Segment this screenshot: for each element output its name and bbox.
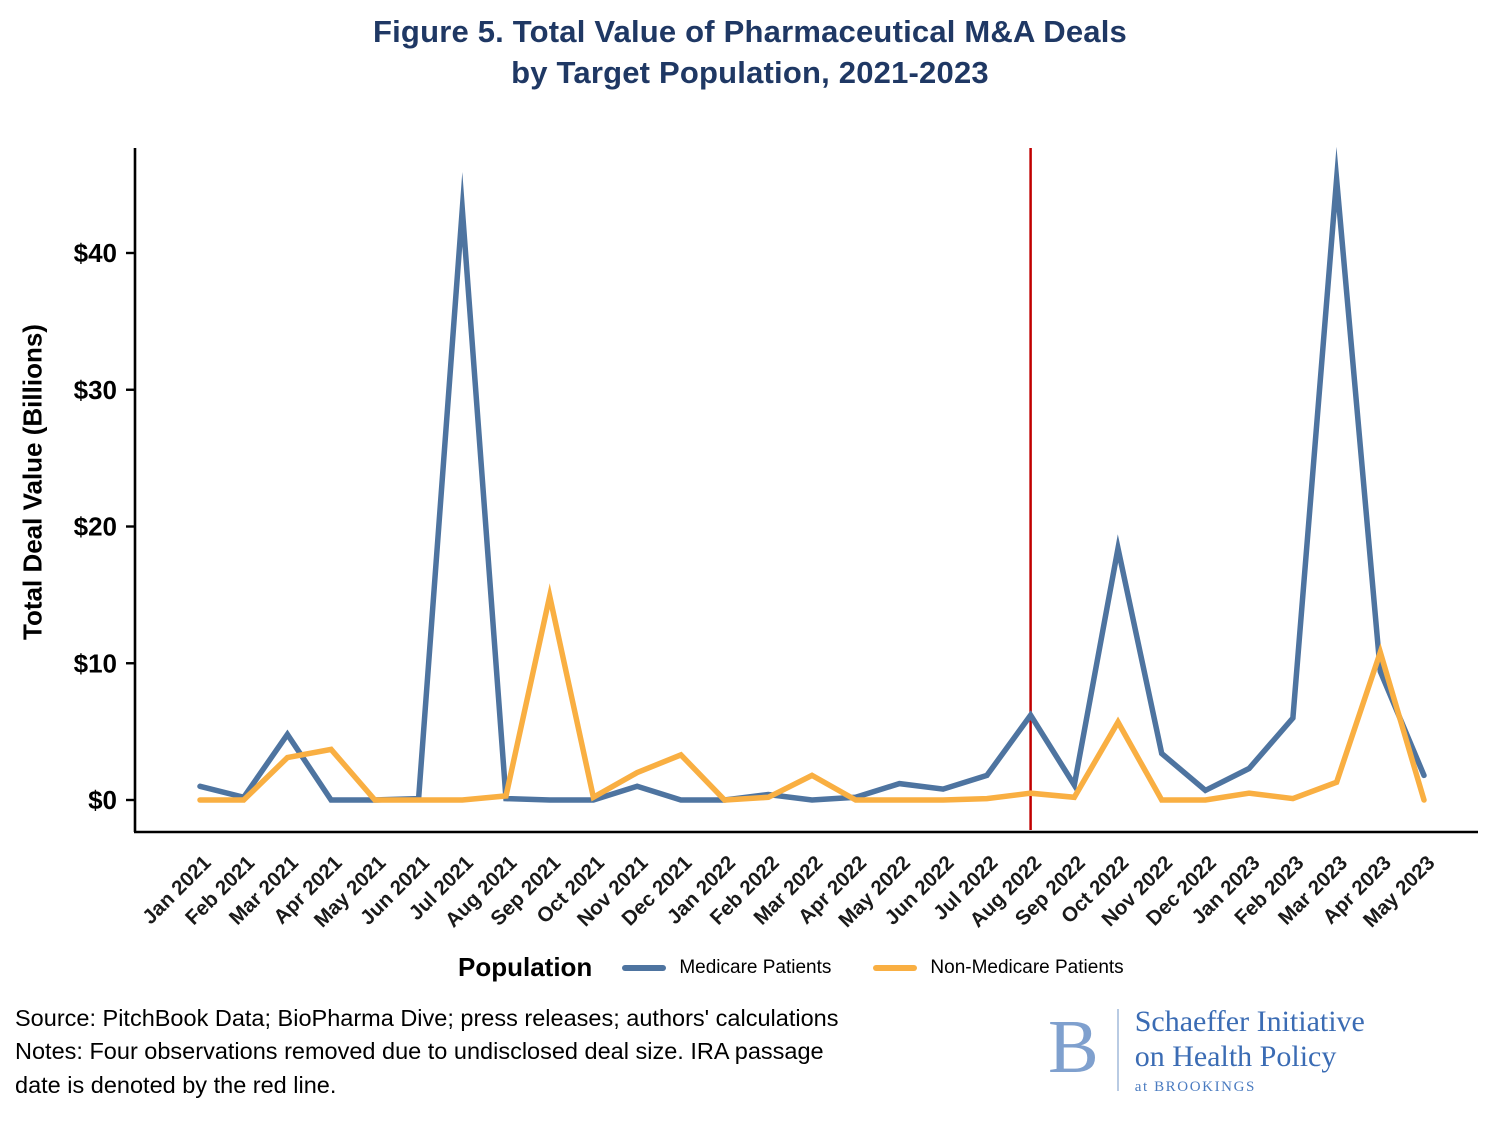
- series-line-medicare-patients: [197, 146, 1427, 803]
- legend: Population Medicare Patients Non-Medicar…: [458, 952, 1124, 983]
- chart-title: Figure 5. Total Value of Pharmaceutical …: [0, 12, 1500, 94]
- source-line: Source: PitchBook Data; BioPharma Dive; …: [15, 1005, 839, 1031]
- legend-item-non-medicare: Non-Medicare Patients: [873, 956, 1124, 979]
- y-tick-label: $10: [74, 648, 117, 678]
- logo-text: Schaeffer Initiative on Health Policy at…: [1135, 1004, 1365, 1096]
- legend-item-medicare: Medicare Patients: [622, 957, 831, 979]
- chart-title-line2: by Target Population, 2021-2023: [511, 54, 989, 90]
- logo-subtitle: at BROOKINGS: [1134, 1079, 1256, 1096]
- logo-divider: [1116, 1009, 1119, 1092]
- notes-line-2: date is denoted by the red line.: [15, 1071, 337, 1098]
- medicare-line-swatch-icon: [622, 964, 667, 971]
- brookings-b-logo-icon: B: [1048, 1005, 1099, 1090]
- legend-label-medicare: Medicare Patients: [679, 956, 832, 978]
- brookings-schaeffer-logo: B Schaeffer Initiative on Health Policy …: [1048, 1004, 1365, 1096]
- logo-name-line2: on Health Policy: [1134, 1040, 1337, 1074]
- y-tick-label: $40: [74, 238, 117, 268]
- notes-line-1: Notes: Four observations removed due to …: [15, 1038, 824, 1065]
- non-medicare-line-swatch-icon: [873, 964, 918, 971]
- y-tick-label: $30: [74, 375, 117, 405]
- logo-name-line1: Schaeffer Initiative: [1134, 1005, 1365, 1038]
- legend-label-non-medicare: Non-Medicare Patients: [930, 956, 1124, 978]
- source-notes: Source: PitchBook Data; BioPharma Dive; …: [15, 1002, 1025, 1102]
- legend-title: Population: [458, 952, 593, 982]
- y-tick-label: $20: [74, 512, 117, 542]
- series-line-non-medicare-patients: [197, 583, 1427, 803]
- chart-title-line1: Figure 5. Total Value of Pharmaceutical …: [372, 14, 1127, 49]
- y-tick-label: $0: [88, 785, 117, 815]
